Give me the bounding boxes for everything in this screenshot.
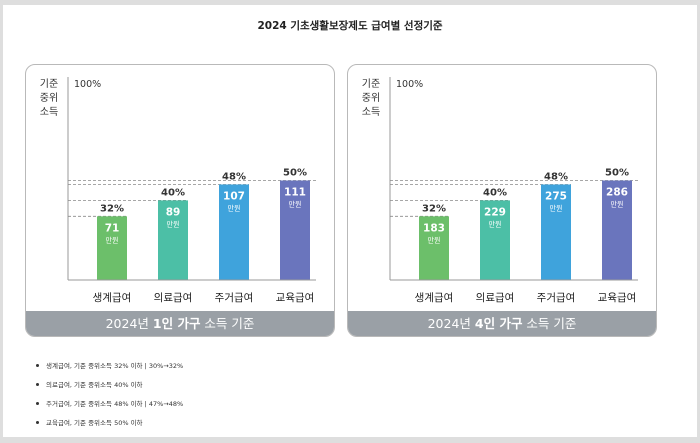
footer-suffix: 소득 기준 (200, 316, 255, 331)
category-label: 생계급여 (93, 292, 132, 304)
bar-생계급여 (97, 216, 127, 280)
chart-svg-1person: 기준중위소득100%32%71만원생계급여40%89만원의료급여48%107만원… (40, 77, 316, 304)
amount-label: 275 (545, 190, 567, 202)
percent-label: 32% (422, 203, 446, 214)
unit-label: 만원 (611, 200, 624, 209)
note-item: 의료급여, 기준 중위소득 40% 이하 (36, 379, 183, 398)
note-item: 생계급여, 기준 중위소득 32% 이하 | 30%→32% (36, 360, 183, 379)
y-axis-label: 기준 (40, 78, 58, 90)
page-title: 2024 기초생활보장제도 급여별 선정기준 (257, 20, 443, 32)
bar-교육급여 (280, 180, 310, 280)
category-label: 주거급여 (537, 292, 576, 304)
footer-prefix: 2024년 (105, 316, 153, 331)
y-max-label: 100% (74, 79, 101, 90)
percent-label: 40% (483, 187, 507, 198)
amount-label: 229 (484, 206, 506, 218)
y-axis-label: 중위 (40, 91, 58, 104)
chart-footer-4person: 2024년 4인 가구 소득 기준 (348, 311, 656, 336)
percent-label: 50% (605, 168, 629, 179)
y-axis-label: 소득 (40, 106, 58, 118)
y-axis-label: 소득 (362, 106, 380, 118)
percent-label: 32% (100, 203, 124, 214)
unit-label: 만원 (489, 219, 502, 228)
note-item: 주거급여, 기준 중위소득 48% 이하 | 47%→48% (36, 398, 183, 417)
percent-label: 40% (161, 187, 185, 198)
bar-주거급여 (541, 184, 571, 280)
unit-label: 만원 (106, 235, 119, 244)
unit-label: 만원 (428, 235, 441, 244)
amount-label: 71 (105, 222, 120, 234)
y-axis-label: 기준 (362, 78, 380, 90)
chart-svg-4person: 기준중위소득100%32%183만원생계급여40%229만원의료급여48%275… (362, 77, 638, 304)
chart-footer-1person: 2024년 1인 가구 소득 기준 (26, 311, 334, 336)
category-label: 교육급여 (276, 292, 315, 304)
unit-label: 만원 (167, 219, 180, 228)
y-axis-label: 중위 (362, 91, 380, 104)
chart-panel-1person: 기준 중위 소득 100% 32% 71 만원 생계급여 40% 89 만원 의료급여 48% 107 만원… (25, 64, 335, 337)
bar-주거급여 (219, 184, 249, 280)
bar-의료급여 (480, 200, 510, 280)
footer-household: 4인 가구 (474, 316, 523, 331)
bar-교육급여 (602, 180, 632, 280)
bar-의료급여 (158, 200, 188, 280)
footer-prefix: 2024년 (427, 316, 475, 331)
percent-label: 50% (283, 168, 307, 179)
percent-label: 48% (222, 171, 246, 182)
footer-suffix: 소득 기준 (522, 316, 577, 331)
category-label: 주거급여 (215, 292, 254, 304)
unit-label: 만원 (289, 200, 302, 209)
unit-label: 만원 (550, 203, 563, 212)
note-item: 교육급여, 기준 중위소득 50% 이하 (36, 417, 183, 436)
footer-household: 1인 가구 (152, 316, 201, 331)
category-label: 교육급여 (598, 292, 637, 304)
chart-panel-4person: 기준 중위 소득 100% 32% 183 만원 생계급여 40% 229 만원 의료급여 48% 275… (347, 64, 657, 337)
bar-생계급여 (419, 216, 449, 280)
amount-label: 183 (423, 222, 445, 234)
amount-label: 89 (166, 206, 181, 218)
amount-label: 111 (284, 187, 306, 199)
percent-label: 48% (544, 171, 568, 182)
amount-label: 107 (223, 190, 245, 202)
amount-label: 286 (606, 187, 628, 199)
criteria-notes-list: 생계급여, 기준 중위소득 32% 이하 | 30%→32% 의료급여, 기준 … (36, 360, 183, 436)
y-max-label: 100% (396, 79, 423, 90)
unit-label: 만원 (228, 203, 241, 212)
category-label: 의료급여 (476, 292, 515, 304)
category-label: 생계급여 (415, 292, 454, 304)
category-label: 의료급여 (154, 292, 193, 304)
